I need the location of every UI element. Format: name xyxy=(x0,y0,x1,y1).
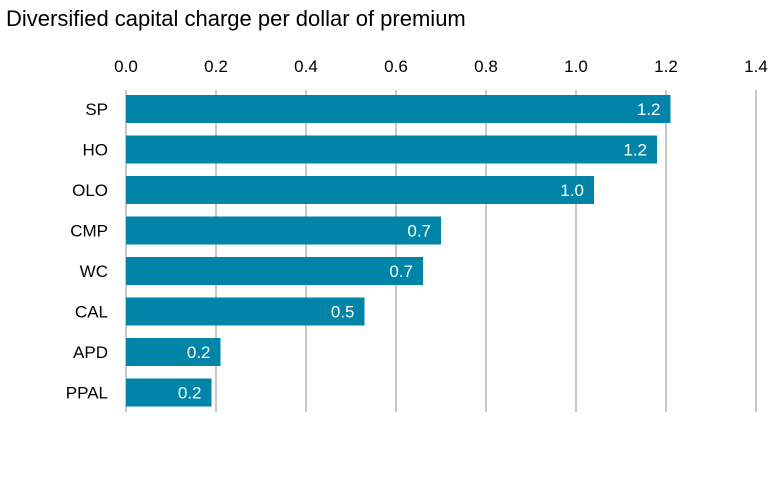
x-tick-label: 1.2 xyxy=(654,57,678,76)
category-label: SP xyxy=(85,100,108,119)
category-label: OLO xyxy=(72,181,108,200)
bars xyxy=(126,95,671,407)
data-label: 0.2 xyxy=(187,343,211,362)
category-labels: SP HO OLO CMP WC CAL APD PPAL xyxy=(66,100,108,403)
category-label: HO xyxy=(83,141,109,160)
bar xyxy=(126,378,212,407)
x-tick-label: 0.0 xyxy=(114,57,138,76)
category-label: CMP xyxy=(70,222,108,241)
data-label: 0.7 xyxy=(389,262,413,281)
x-axis-ticks: 0.0 0.2 0.4 0.6 0.8 1.0 1.2 1.4 xyxy=(114,57,768,76)
x-tick-label: 1.0 xyxy=(564,57,588,76)
data-label: 1.0 xyxy=(560,181,584,200)
category-label: CAL xyxy=(75,303,108,322)
bar xyxy=(126,135,657,164)
bar xyxy=(126,297,365,326)
x-tick-label: 0.6 xyxy=(384,57,408,76)
category-label: PPAL xyxy=(66,384,108,403)
bar xyxy=(126,216,441,245)
x-tick-label: 0.2 xyxy=(204,57,228,76)
data-labels: 1.2 1.2 1.0 0.7 0.7 0.5 0.2 0.2 xyxy=(178,100,661,403)
x-tick-label: 0.8 xyxy=(474,57,498,76)
x-tick-label: 1.4 xyxy=(744,57,768,76)
bar xyxy=(126,338,221,366)
category-label: WC xyxy=(80,262,108,281)
data-label: 0.7 xyxy=(407,222,431,241)
chart-title: Diversified capital charge per dollar of… xyxy=(6,6,466,31)
x-tick-label: 0.4 xyxy=(294,57,318,76)
data-label: 1.2 xyxy=(637,100,661,119)
data-label: 0.2 xyxy=(178,384,202,403)
category-label: APD xyxy=(73,343,108,362)
data-label: 0.5 xyxy=(331,303,355,322)
data-label: 1.2 xyxy=(623,141,647,160)
bar xyxy=(126,257,423,285)
bar xyxy=(126,95,671,123)
bar xyxy=(126,176,594,204)
